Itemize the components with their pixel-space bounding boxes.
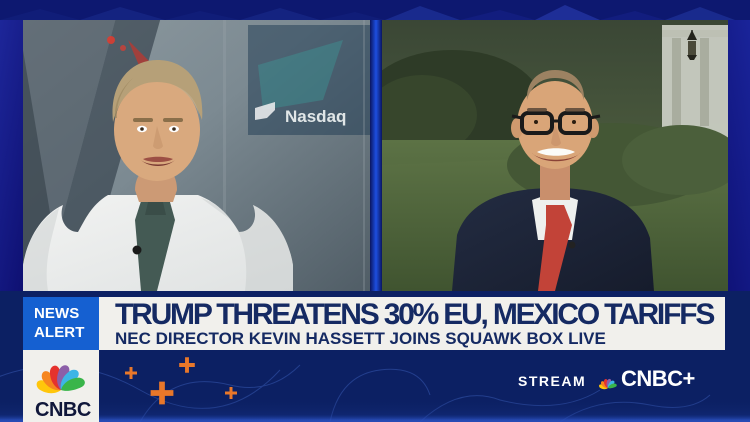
- svg-text:Nasdaq: Nasdaq: [285, 107, 346, 126]
